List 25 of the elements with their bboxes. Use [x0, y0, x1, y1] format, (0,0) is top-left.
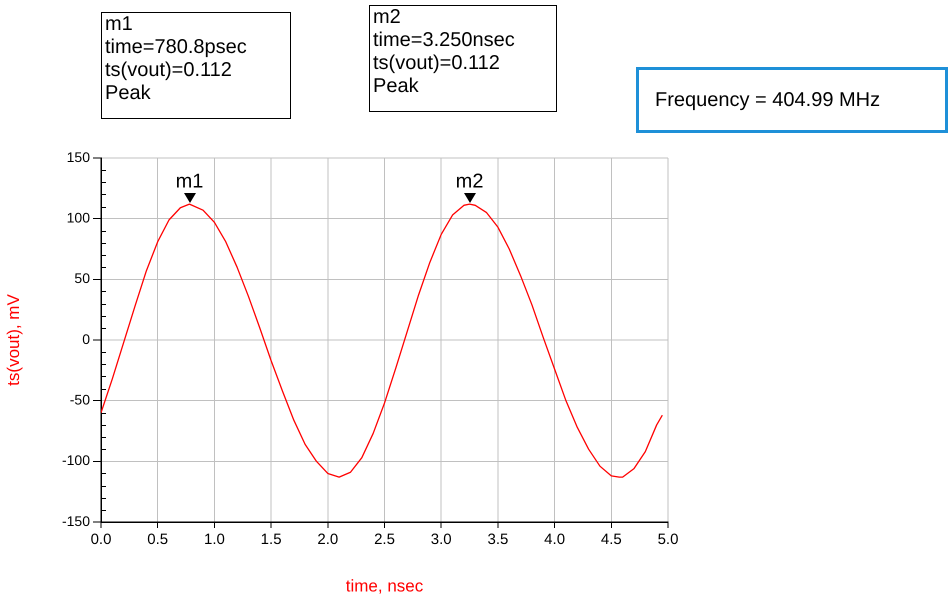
x-tick-label: 1.0 [204, 531, 225, 548]
x-tick-label: 3.5 [487, 531, 508, 548]
y-tick-label: -150 [62, 512, 90, 529]
x-tick-label: 1.5 [260, 531, 282, 548]
x-axis-title: time, nsec [346, 576, 424, 596]
x-tick-label: 4.5 [600, 531, 622, 548]
x-tick-label: 2.5 [374, 531, 395, 548]
x-tick-label: 4.0 [544, 531, 566, 548]
x-tick-label: 0.0 [90, 531, 112, 548]
x-tick-label: 0.5 [147, 531, 168, 548]
annotation: m2 [456, 170, 484, 193]
x-tick-label: 3.0 [430, 531, 452, 548]
x-tick-label: 2.0 [317, 531, 338, 548]
text: m2 time=3.250nsec ts(vout)=0.112 Peak [369, 5, 557, 112]
y-axis-title: ts(vout), mV [4, 294, 23, 386]
annotation: m1 [176, 170, 204, 193]
y-tick-label: 150 [66, 148, 90, 165]
y-tick-label: -50 [70, 392, 90, 408]
y-tick-label: 0 [82, 330, 90, 347]
text: m1 time=780.8psec ts(vout)=0.112 Peak [101, 12, 291, 119]
text: Frequency = 404.99 MHz [636, 67, 948, 133]
x-tick-label: 5.0 [658, 531, 678, 548]
y-tick-label: 50 [74, 270, 90, 286]
y-tick-label: 100 [66, 210, 90, 226]
y-tick-label: -100 [62, 452, 90, 468]
